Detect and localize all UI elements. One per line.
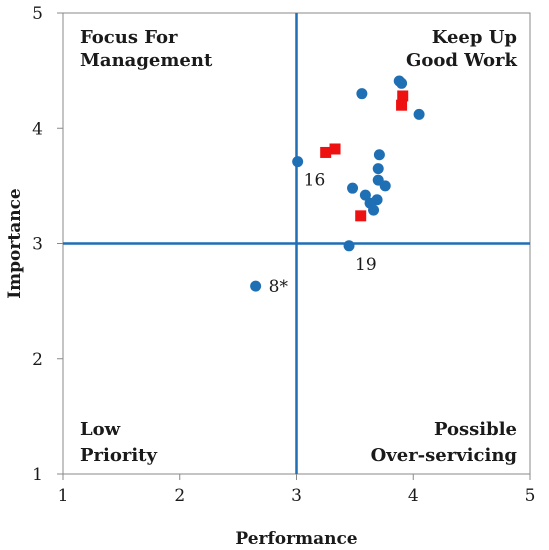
data-point-circle <box>343 240 355 252</box>
data-point-square <box>396 99 408 111</box>
quadrant-label-bottom-left-line-2: Priority <box>80 445 157 466</box>
quadrant-label-top-right-line-2: Good Work <box>406 50 517 71</box>
data-point-circle <box>359 189 371 201</box>
data-point-label: 16 <box>304 171 326 191</box>
data-point-square <box>320 146 332 158</box>
data-point-circle <box>379 180 391 192</box>
y-tick-label: 3 <box>32 235 43 255</box>
data-point-square <box>355 210 367 222</box>
data-point-circle <box>292 156 304 168</box>
data-point-circle <box>396 77 408 89</box>
x-tick-label: 3 <box>291 486 302 506</box>
x-tick-label: 4 <box>408 486 419 506</box>
data-point-circle <box>347 182 359 194</box>
quadrant-label-top-left-line-1: Focus For <box>80 27 178 48</box>
y-tick-label: 2 <box>32 350 43 370</box>
quadrant-label-bottom-left-line-1: Low <box>80 419 121 440</box>
quadrant-label-top-left-line-2: Management <box>80 50 213 71</box>
quadrant-label-top-right-line-1: Keep Up <box>432 27 517 48</box>
x-tick-label: 1 <box>58 486 69 506</box>
x-axis-title: Performance <box>235 529 357 549</box>
data-point-circle <box>250 280 262 292</box>
data-point-circle <box>368 204 380 216</box>
x-tick-label: 5 <box>525 486 536 506</box>
data-point-square <box>329 143 341 155</box>
data-point-label: 8* <box>269 277 289 297</box>
y-tick-label: 4 <box>32 119 43 139</box>
data-point-circle <box>372 163 384 175</box>
data-point-label: 19 <box>355 255 377 275</box>
x-tick-label: 2 <box>174 486 185 506</box>
y-tick-label: 5 <box>32 4 43 24</box>
data-point-circle <box>413 108 425 120</box>
y-axis-title: Importance <box>5 188 25 299</box>
data-point-square <box>397 90 409 102</box>
quadrant-label-bottom-right-line-2: Over-servicing <box>371 445 518 466</box>
y-tick-label: 1 <box>32 465 43 485</box>
quadrant-label-bottom-right-line-1: Possible <box>434 419 517 440</box>
data-point-circle <box>356 88 368 100</box>
data-point-circle <box>373 149 385 161</box>
